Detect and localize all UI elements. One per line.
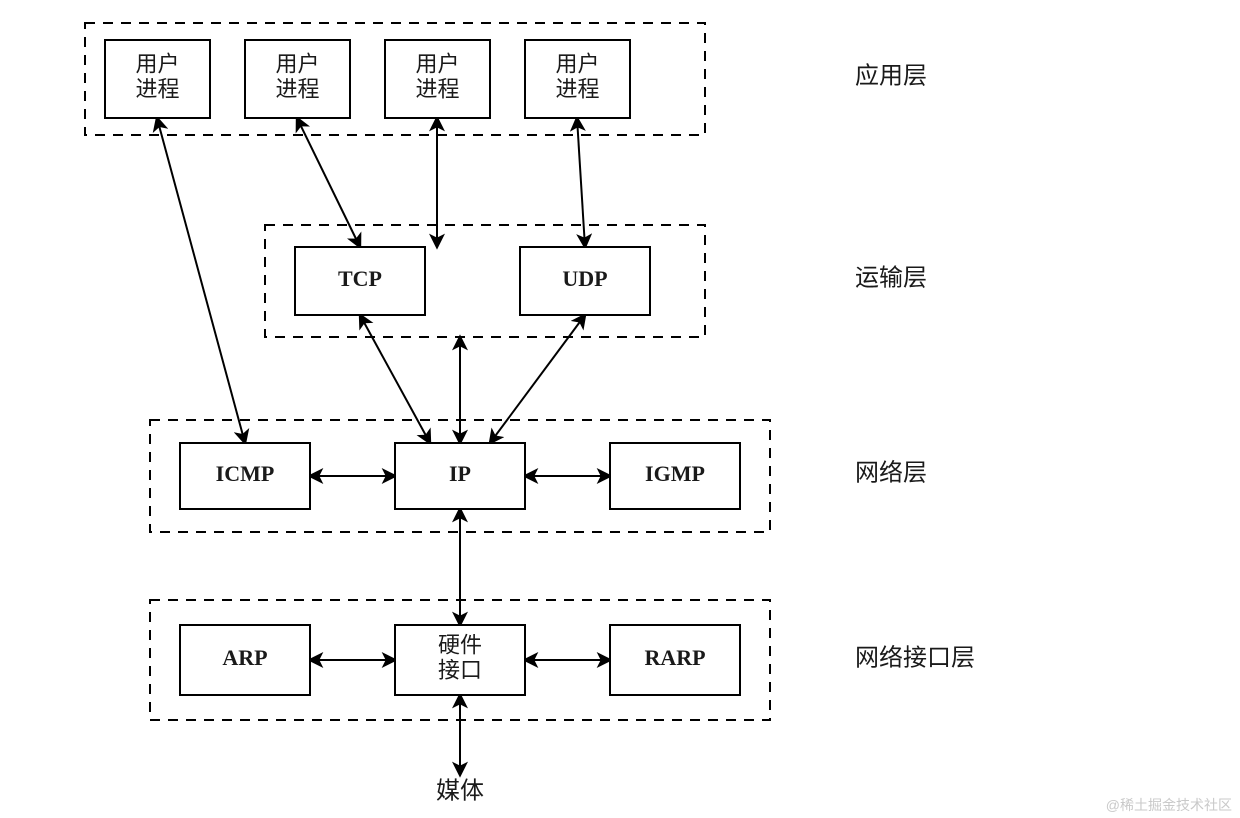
node-igmp-label: IGMP xyxy=(645,461,705,486)
node-u4-label: 进程 xyxy=(555,77,599,102)
node-u2-label: 用户 xyxy=(275,51,319,76)
node-icmp-label: ICMP xyxy=(216,461,275,486)
node-u4-label: 用户 xyxy=(555,51,599,76)
node-u2-label: 进程 xyxy=(275,77,319,102)
node-u1-label: 进程 xyxy=(135,77,179,102)
node-u1-label: 用户 xyxy=(135,51,179,76)
node-hw-label: 硬件 xyxy=(438,632,482,657)
media-label: 媒体 xyxy=(436,778,484,805)
edge-3 xyxy=(577,118,585,247)
edge-6 xyxy=(490,315,585,443)
node-hw-label: 接口 xyxy=(438,658,482,683)
edge-4 xyxy=(360,315,430,443)
node-tcp-label: TCP xyxy=(338,266,382,291)
node-ip-label: IP xyxy=(449,461,471,486)
node-arp-label: ARP xyxy=(222,645,267,670)
layer-label-net: 网络层 xyxy=(855,460,927,487)
node-u3-label: 用户 xyxy=(415,51,459,76)
node-rarp-label: RARP xyxy=(644,645,705,670)
layer-label-link: 网络接口层 xyxy=(855,645,975,672)
node-u3-label: 进程 xyxy=(415,77,459,102)
network-layers-diagram: 用户进程用户进程用户进程用户进程TCPUDPICMPIPIGMPARP硬件接口R… xyxy=(0,0,1240,818)
edge-1 xyxy=(297,118,360,247)
layer-label-trans: 运输层 xyxy=(855,265,927,292)
edge-0 xyxy=(157,118,245,443)
node-udp-label: UDP xyxy=(562,266,607,291)
watermark: @稀土掘金技术社区 xyxy=(1106,797,1232,813)
layer-label-app: 应用层 xyxy=(855,63,927,90)
